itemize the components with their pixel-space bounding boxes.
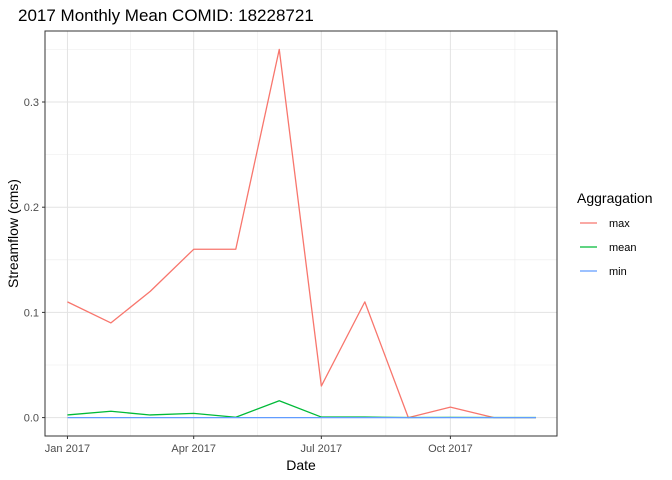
y-tick-label: 0.2	[24, 202, 39, 214]
x-tick-label: Jul 2017	[301, 443, 343, 455]
x-axis-ticks: Jan 2017 Apr 2017 Jul 2017 Oct 2017	[45, 436, 473, 455]
y-axis-ticks: 0.0 0.1 0.2 0.3	[24, 97, 45, 425]
plot-border	[44, 30, 558, 437]
x-tick-label: Oct 2017	[428, 443, 473, 455]
x-axis-title: Date	[286, 457, 316, 473]
plot-panel	[45, 31, 557, 436]
minor-gridlines	[45, 31, 557, 436]
legend-title: Aggragation	[577, 190, 653, 206]
x-tick-label: Jan 2017	[45, 443, 90, 455]
y-tick-label: 0.0	[24, 413, 39, 425]
y-tick-label: 0.1	[24, 307, 39, 319]
series-lines	[67, 48, 536, 419]
x-tick-label: Apr 2017	[171, 443, 216, 455]
legend-label-max: max	[609, 218, 630, 230]
series-line-max	[67, 48, 536, 419]
chart-title: 2017 Monthly Mean COMID: 18228721	[18, 6, 314, 25]
y-tick-label: 0.3	[24, 97, 39, 109]
y-axis-title: Streamflow (cms)	[5, 179, 21, 288]
legend-label-mean: mean	[609, 242, 637, 254]
legend-label-min: min	[609, 266, 627, 278]
legend: Aggragation max mean min	[577, 190, 653, 278]
